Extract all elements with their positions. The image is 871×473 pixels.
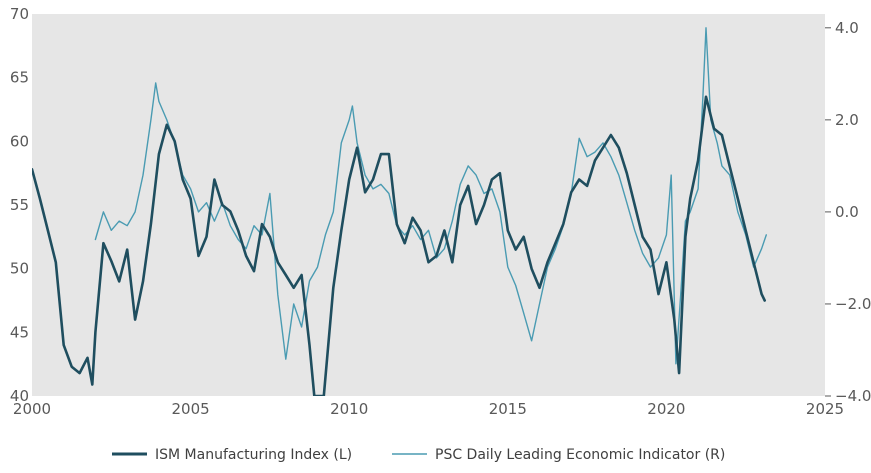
y-left-tick-label-65: 65 (10, 69, 29, 87)
plot-background (32, 14, 825, 396)
x-tick-label-2020: 2020 (647, 400, 685, 418)
y-left-tick-label-60: 60 (10, 132, 29, 150)
y-left-tick-label-70: 70 (10, 5, 29, 23)
y-left-tick-label-55: 55 (10, 196, 29, 214)
legend-item-ism[interactable]: ISM Manufacturing Index (L) (112, 447, 352, 463)
y-axis-left: 40 45 50 55 60 65 70 (10, 5, 29, 405)
y-right-tick-label-0.0: 0.0 (835, 203, 859, 221)
legend: ISM Manufacturing Index (L) PSC Daily Le… (112, 447, 725, 463)
series-layer (32, 27, 767, 396)
x-tick-label-2005: 2005 (172, 400, 210, 418)
y-left-tick-label-50: 50 (10, 260, 29, 278)
x-tick-label-2025: 2025 (806, 400, 844, 418)
y-left-tick-label-40: 40 (10, 387, 29, 405)
y-right-tick-label-2.0: 2.0 (835, 111, 859, 129)
y-right-tick-label-−4.0: −4.0 (835, 387, 871, 405)
y-axis-right: −4.0 −2.0 0.0 2.0 4.0 (825, 19, 871, 405)
x-tick-label-2015: 2015 (489, 400, 527, 418)
legend-label-psc: PSC Daily Leading Economic Indicator (R) (435, 447, 725, 463)
x-axis: 2000 2005 2010 2015 2020 2025 (13, 400, 844, 418)
series-line-ism (32, 95, 766, 396)
legend-item-psc[interactable]: PSC Daily Leading Economic Indicator (R) (392, 447, 725, 463)
y-left-tick-label-45: 45 (10, 323, 29, 341)
y-right-tick-label-4.0: 4.0 (835, 19, 859, 37)
x-tick-label-2000: 2000 (13, 400, 51, 418)
legend-label-ism: ISM Manufacturing Index (L) (155, 447, 352, 463)
x-tick-label-2010: 2010 (330, 400, 368, 418)
y-right-tick-label-−2.0: −2.0 (835, 295, 871, 313)
